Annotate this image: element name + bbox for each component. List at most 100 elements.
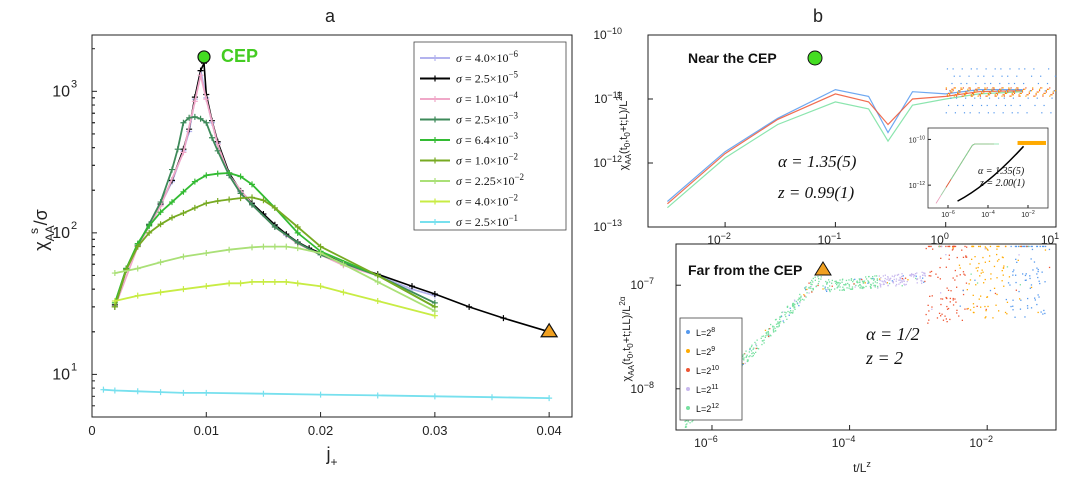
scatter-point xyxy=(1033,68,1035,70)
scatter-point xyxy=(992,75,994,77)
scatter-point xyxy=(1021,90,1024,92)
data-point xyxy=(340,289,347,296)
scatter-point xyxy=(873,284,875,286)
scatter-point xyxy=(966,246,968,248)
scatter-point xyxy=(949,297,951,300)
scatter-point xyxy=(811,291,813,293)
scatter-point xyxy=(1004,311,1007,314)
scatter-point xyxy=(938,245,941,248)
scatter-point xyxy=(811,283,813,286)
scatter-point xyxy=(1012,274,1014,276)
data-point xyxy=(374,278,381,285)
scatter-point xyxy=(743,357,745,359)
legend-marker xyxy=(432,219,438,225)
scatter-point xyxy=(901,276,903,278)
scatter-point xyxy=(835,280,837,282)
data-point xyxy=(203,96,210,103)
scatter-point xyxy=(962,256,965,258)
scatter-point xyxy=(889,278,891,280)
panel-b-bottom-xlabel: t/Lz xyxy=(853,459,871,475)
data-point xyxy=(249,181,255,188)
scatter-point xyxy=(826,282,828,284)
scatter-point xyxy=(956,275,958,277)
data-point xyxy=(226,169,233,176)
scatter-point xyxy=(1038,90,1041,92)
scatter-point xyxy=(761,335,763,338)
scatter-point xyxy=(767,333,770,335)
scatter-point xyxy=(1033,261,1036,263)
scatter-point xyxy=(1022,273,1024,275)
scatter-point xyxy=(959,305,961,307)
scatter-point xyxy=(998,90,1000,92)
scatter-point xyxy=(1015,281,1017,284)
scatter-point xyxy=(996,277,998,279)
scatter-point xyxy=(1041,87,1043,89)
scatter-point xyxy=(884,274,886,276)
scatter-point xyxy=(1045,91,1047,93)
scatter-point xyxy=(903,283,905,285)
scatter-point xyxy=(901,285,903,287)
scatter-point xyxy=(931,306,933,308)
scatter-point xyxy=(895,278,898,280)
data-point xyxy=(134,243,141,250)
scatter-point xyxy=(992,317,994,319)
data-point xyxy=(271,204,278,211)
scatter-point xyxy=(1025,87,1027,89)
scatter-point xyxy=(793,304,795,307)
scatter-point xyxy=(1029,275,1031,277)
scatter-point xyxy=(1037,276,1039,279)
scatter-point xyxy=(952,68,954,70)
scatter-point xyxy=(780,315,783,317)
data-point xyxy=(157,289,164,296)
data-point xyxy=(294,280,301,287)
scatter-point xyxy=(880,286,882,288)
scatter-point xyxy=(1012,305,1014,307)
scatter-point xyxy=(963,112,966,114)
scatter-point xyxy=(952,299,954,301)
scatter-point xyxy=(1049,95,1051,97)
data-point xyxy=(249,244,255,251)
scatter-point xyxy=(994,68,996,70)
scatter-point xyxy=(799,298,801,300)
scatter-point xyxy=(865,276,867,278)
scatter-point xyxy=(1037,268,1039,271)
data-point xyxy=(186,114,193,121)
scatter-point xyxy=(925,247,927,250)
scatter-point xyxy=(831,282,833,284)
scatter-point xyxy=(794,300,796,302)
scatter-point xyxy=(1007,91,1009,93)
scatter-point xyxy=(1005,92,1008,95)
scatter-point xyxy=(756,339,758,341)
scatter-point xyxy=(984,305,986,308)
scatter-point xyxy=(985,310,987,312)
scatter-point xyxy=(954,298,956,300)
scatter-point xyxy=(801,298,804,300)
scatter-point xyxy=(974,279,976,281)
scatter-point xyxy=(978,245,980,248)
scatter-point xyxy=(970,273,972,275)
scatter-point xyxy=(938,312,941,314)
scatter-point xyxy=(805,286,807,288)
scatter-point xyxy=(774,330,777,332)
scatter-point xyxy=(768,328,770,330)
scatter-point xyxy=(982,92,984,95)
scatter-point xyxy=(798,305,800,307)
scatter-point xyxy=(965,282,968,284)
scatter-point xyxy=(763,342,765,344)
data-point xyxy=(374,272,381,279)
scatter-point xyxy=(873,278,875,280)
data-point xyxy=(134,292,141,299)
scatter-point xyxy=(1001,270,1003,272)
data-point xyxy=(249,194,255,201)
scatter-point xyxy=(979,275,981,277)
scatter-point xyxy=(874,284,877,287)
legend-marker xyxy=(432,55,438,61)
scatter-point xyxy=(1000,88,1002,90)
data-point xyxy=(100,386,107,393)
scatter-point xyxy=(792,303,794,305)
svg-text:χAA(t0,t0+t;L)/L2α: χAA(t0,t0+t;L)/L2α xyxy=(615,91,633,170)
scatter-point xyxy=(848,284,850,286)
scatter-point xyxy=(1002,94,1004,96)
